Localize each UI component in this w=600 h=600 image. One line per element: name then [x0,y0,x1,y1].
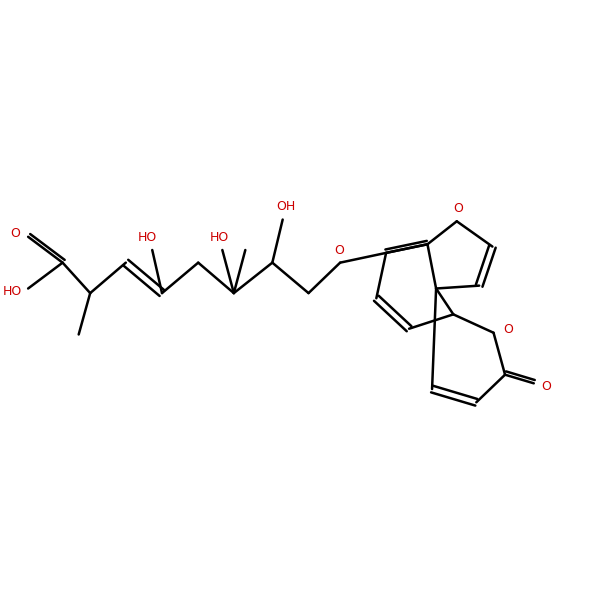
Text: O: O [334,244,344,257]
Text: O: O [541,380,551,392]
Text: O: O [11,227,20,241]
Text: O: O [503,323,513,337]
Text: HO: HO [2,285,22,298]
Text: HO: HO [210,231,229,244]
Text: O: O [453,202,463,215]
Text: OH: OH [276,200,295,214]
Text: HO: HO [138,231,157,244]
